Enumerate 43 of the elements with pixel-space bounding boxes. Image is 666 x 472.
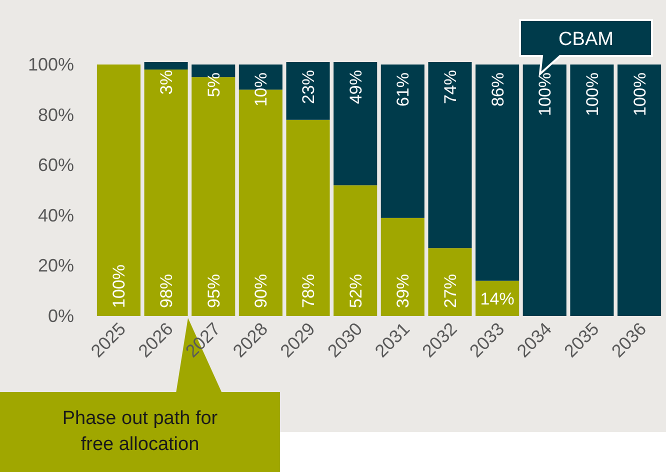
y-tick-label: 80% — [38, 104, 74, 125]
y-tick-label: 100% — [28, 54, 74, 75]
bar — [618, 64, 662, 316]
bar — [334, 62, 378, 186]
data-label: 61% — [394, 72, 413, 107]
y-tick-label: 20% — [38, 256, 74, 276]
y-tick-label: 40% — [38, 205, 74, 226]
bar — [286, 62, 330, 120]
data-label: 90% — [252, 274, 271, 308]
data-label: 86% — [488, 72, 508, 107]
y-tick-label: 0% — [48, 306, 74, 326]
data-label: 14% — [480, 289, 514, 308]
bar — [144, 62, 188, 70]
data-label: 100% — [110, 264, 129, 308]
bar — [428, 62, 472, 248]
bar — [428, 248, 472, 316]
data-label: 74% — [440, 70, 460, 104]
data-label: 100% — [582, 72, 602, 116]
text: CBAM — [558, 29, 614, 50]
data-label: 23% — [299, 70, 318, 104]
data-label: 98% — [157, 274, 176, 308]
data-label: 5% — [204, 72, 224, 98]
data-label: 27% — [440, 274, 460, 308]
y-tick-label: 60% — [38, 155, 74, 176]
bar — [286, 120, 330, 316]
bar — [334, 185, 378, 316]
data-label: 78% — [299, 274, 318, 308]
data-label: 39% — [394, 274, 413, 308]
data-label: 100% — [630, 72, 650, 116]
data-label: 100% — [536, 72, 555, 116]
bar — [476, 64, 520, 281]
data-label: 95% — [204, 274, 224, 308]
bar — [96, 64, 140, 316]
data-label: 49% — [346, 70, 366, 104]
bar — [570, 64, 614, 316]
bar — [144, 70, 188, 316]
bar — [522, 64, 566, 316]
data-label: 3% — [157, 70, 176, 95]
data-label: 52% — [346, 274, 366, 308]
text: Phase out path for free allocation — [62, 408, 218, 455]
data-label: 10% — [252, 72, 271, 107]
bar — [380, 64, 424, 218]
bar — [380, 218, 424, 316]
